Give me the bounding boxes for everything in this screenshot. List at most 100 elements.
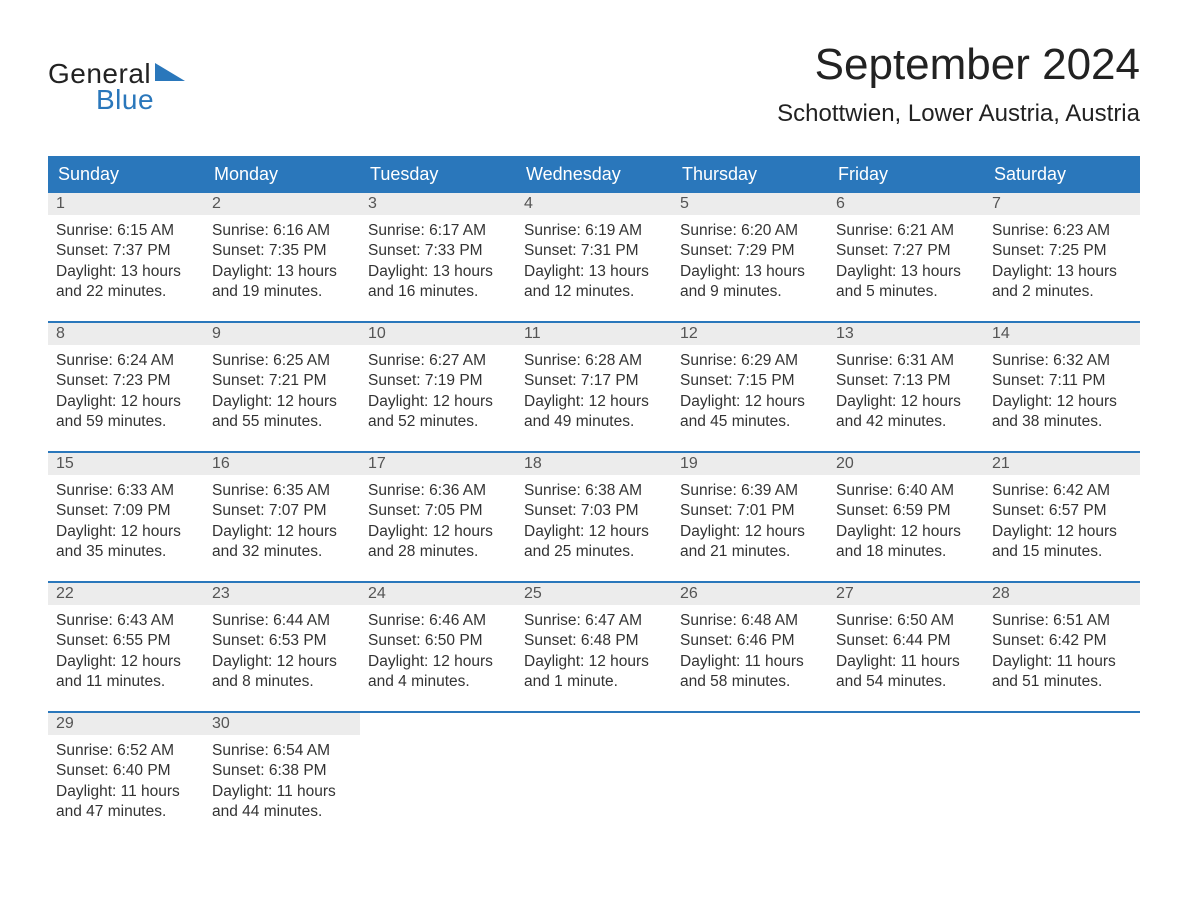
day-sunrise: Sunrise: 6:25 AM [212, 351, 352, 371]
day-sunrise: Sunrise: 6:46 AM [368, 611, 508, 631]
day-cell: 6Sunrise: 6:21 AMSunset: 7:27 PMDaylight… [828, 193, 984, 321]
day-sunset: Sunset: 6:59 PM [836, 501, 976, 521]
day-sunrise: Sunrise: 6:32 AM [992, 351, 1132, 371]
day-body: Sunrise: 6:39 AMSunset: 7:01 PMDaylight:… [672, 475, 828, 573]
day-cell: 26Sunrise: 6:48 AMSunset: 6:46 PMDayligh… [672, 583, 828, 711]
day-body: Sunrise: 6:23 AMSunset: 7:25 PMDaylight:… [984, 215, 1140, 313]
day-body: Sunrise: 6:44 AMSunset: 6:53 PMDaylight:… [204, 605, 360, 703]
day-cell: 1Sunrise: 6:15 AMSunset: 7:37 PMDaylight… [48, 193, 204, 321]
day-d1: Daylight: 12 hours [836, 392, 976, 412]
day-body: Sunrise: 6:42 AMSunset: 6:57 PMDaylight:… [984, 475, 1140, 573]
day-number: 10 [360, 323, 516, 345]
day-number: 6 [828, 193, 984, 215]
weekday-wednesday: Wednesday [516, 156, 672, 193]
day-d1: Daylight: 12 hours [992, 392, 1132, 412]
calendar: Sunday Monday Tuesday Wednesday Thursday… [48, 156, 1140, 841]
day-d1: Daylight: 13 hours [836, 262, 976, 282]
day-d1: Daylight: 11 hours [212, 782, 352, 802]
day-number: 28 [984, 583, 1140, 605]
weekday-header-row: Sunday Monday Tuesday Wednesday Thursday… [48, 156, 1140, 193]
day-body: Sunrise: 6:54 AMSunset: 6:38 PMDaylight:… [204, 735, 360, 833]
day-d2: and 1 minute. [524, 672, 664, 692]
day-number: 5 [672, 193, 828, 215]
day-sunset: Sunset: 7:35 PM [212, 241, 352, 261]
day-d2: and 2 minutes. [992, 282, 1132, 302]
day-number: 11 [516, 323, 672, 345]
day-number: 25 [516, 583, 672, 605]
day-d1: Daylight: 12 hours [680, 522, 820, 542]
day-body: Sunrise: 6:21 AMSunset: 7:27 PMDaylight:… [828, 215, 984, 313]
day-d1: Daylight: 11 hours [992, 652, 1132, 672]
day-cell [672, 713, 828, 841]
day-number: 19 [672, 453, 828, 475]
weekday-saturday: Saturday [984, 156, 1140, 193]
day-number: 29 [48, 713, 204, 735]
day-d1: Daylight: 13 hours [368, 262, 508, 282]
day-body: Sunrise: 6:19 AMSunset: 7:31 PMDaylight:… [516, 215, 672, 313]
day-sunset: Sunset: 7:27 PM [836, 241, 976, 261]
day-cell: 13Sunrise: 6:31 AMSunset: 7:13 PMDayligh… [828, 323, 984, 451]
day-sunset: Sunset: 6:48 PM [524, 631, 664, 651]
day-d2: and 42 minutes. [836, 412, 976, 432]
day-d2: and 9 minutes. [680, 282, 820, 302]
day-sunrise: Sunrise: 6:50 AM [836, 611, 976, 631]
day-cell [516, 713, 672, 841]
day-sunset: Sunset: 7:19 PM [368, 371, 508, 391]
day-d2: and 16 minutes. [368, 282, 508, 302]
day-d1: Daylight: 13 hours [992, 262, 1132, 282]
day-d1: Daylight: 12 hours [368, 652, 508, 672]
day-sunset: Sunset: 7:25 PM [992, 241, 1132, 261]
day-number: 8 [48, 323, 204, 345]
day-cell: 16Sunrise: 6:35 AMSunset: 7:07 PMDayligh… [204, 453, 360, 581]
day-cell: 4Sunrise: 6:19 AMSunset: 7:31 PMDaylight… [516, 193, 672, 321]
day-cell: 24Sunrise: 6:46 AMSunset: 6:50 PMDayligh… [360, 583, 516, 711]
day-body: Sunrise: 6:52 AMSunset: 6:40 PMDaylight:… [48, 735, 204, 833]
day-body: Sunrise: 6:31 AMSunset: 7:13 PMDaylight:… [828, 345, 984, 443]
day-body: Sunrise: 6:32 AMSunset: 7:11 PMDaylight:… [984, 345, 1140, 443]
day-body: Sunrise: 6:25 AMSunset: 7:21 PMDaylight:… [204, 345, 360, 443]
day-number: 9 [204, 323, 360, 345]
day-d2: and 5 minutes. [836, 282, 976, 302]
day-d1: Daylight: 12 hours [368, 392, 508, 412]
day-number: 1 [48, 193, 204, 215]
day-sunset: Sunset: 7:09 PM [56, 501, 196, 521]
day-body: Sunrise: 6:35 AMSunset: 7:07 PMDaylight:… [204, 475, 360, 573]
day-number: 30 [204, 713, 360, 735]
day-cell: 11Sunrise: 6:28 AMSunset: 7:17 PMDayligh… [516, 323, 672, 451]
day-cell: 27Sunrise: 6:50 AMSunset: 6:44 PMDayligh… [828, 583, 984, 711]
day-sunset: Sunset: 6:50 PM [368, 631, 508, 651]
day-sunrise: Sunrise: 6:17 AM [368, 221, 508, 241]
day-sunrise: Sunrise: 6:21 AM [836, 221, 976, 241]
day-number: 14 [984, 323, 1140, 345]
day-sunrise: Sunrise: 6:35 AM [212, 481, 352, 501]
day-d2: and 38 minutes. [992, 412, 1132, 432]
day-d1: Daylight: 13 hours [56, 262, 196, 282]
day-sunset: Sunset: 7:11 PM [992, 371, 1132, 391]
day-cell [828, 713, 984, 841]
day-d2: and 15 minutes. [992, 542, 1132, 562]
day-sunrise: Sunrise: 6:29 AM [680, 351, 820, 371]
day-sunset: Sunset: 6:53 PM [212, 631, 352, 651]
day-d2: and 49 minutes. [524, 412, 664, 432]
logo-triangle-icon [155, 63, 185, 86]
day-d1: Daylight: 12 hours [212, 652, 352, 672]
month-title: September 2024 [777, 40, 1140, 90]
day-body: Sunrise: 6:38 AMSunset: 7:03 PMDaylight:… [516, 475, 672, 573]
day-d1: Daylight: 11 hours [836, 652, 976, 672]
day-d2: and 54 minutes. [836, 672, 976, 692]
day-sunrise: Sunrise: 6:16 AM [212, 221, 352, 241]
day-sunset: Sunset: 6:57 PM [992, 501, 1132, 521]
day-sunset: Sunset: 6:44 PM [836, 631, 976, 651]
day-d1: Daylight: 11 hours [680, 652, 820, 672]
day-cell: 7Sunrise: 6:23 AMSunset: 7:25 PMDaylight… [984, 193, 1140, 321]
day-number: 7 [984, 193, 1140, 215]
weekday-monday: Monday [204, 156, 360, 193]
day-cell: 15Sunrise: 6:33 AMSunset: 7:09 PMDayligh… [48, 453, 204, 581]
day-sunset: Sunset: 7:21 PM [212, 371, 352, 391]
day-d1: Daylight: 12 hours [56, 652, 196, 672]
day-d2: and 18 minutes. [836, 542, 976, 562]
day-body: Sunrise: 6:29 AMSunset: 7:15 PMDaylight:… [672, 345, 828, 443]
location-text: Schottwien, Lower Austria, Austria [777, 100, 1140, 128]
day-sunrise: Sunrise: 6:36 AM [368, 481, 508, 501]
day-sunrise: Sunrise: 6:39 AM [680, 481, 820, 501]
